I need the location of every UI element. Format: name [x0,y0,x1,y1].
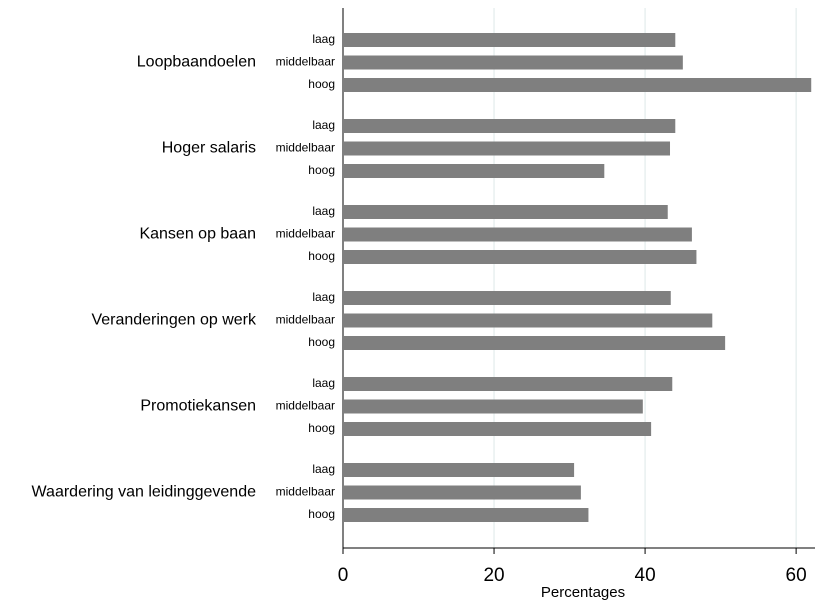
y-tick-label: hoog [308,421,335,435]
y-tick-label: middelbaar [276,227,335,241]
bar [343,33,676,47]
y-tick-label: hoog [308,335,335,349]
y-tick-label: laag [312,204,335,218]
bar [343,164,605,178]
bar [343,422,652,436]
bar [343,336,726,350]
bar [343,55,683,70]
group-label: Waardering van leidinggevende [32,484,257,501]
x-tick-label: 60 [786,565,807,586]
x-axis-label: Percentages [541,584,625,601]
y-tick-label: laag [312,376,335,390]
y-tick-label: laag [312,462,335,476]
y-tick-label: hoog [308,163,335,177]
group-label: Kansen op baan [139,226,256,243]
bar [343,119,676,133]
group-label: Veranderingen op werk [91,312,257,329]
bar [343,227,692,242]
y-tick-label: laag [312,32,335,46]
group-label: Hoger salaris [162,140,256,157]
y-tick-label: middelbaar [276,313,335,327]
bar [343,250,697,264]
y-tick-label: laag [312,118,335,132]
y-tick-label: middelbaar [276,399,335,413]
y-tick-label: middelbaar [276,141,335,155]
bar [343,463,575,477]
bar [343,399,643,414]
bar [343,78,812,92]
group-label: Promotiekansen [140,398,256,415]
x-tick-label: 0 [338,565,349,586]
y-tick-label: middelbaar [276,485,335,499]
y-tick-label: hoog [308,249,335,263]
bar [343,508,589,522]
x-tick-label: 20 [483,565,504,586]
group-label: Loopbaandoelen [137,54,256,71]
y-tick-label: hoog [308,77,335,91]
bar [343,205,668,219]
bar [343,141,671,156]
bar [343,291,671,305]
y-tick-label: laag [312,290,335,304]
y-tick-label: middelbaar [276,55,335,69]
bar [343,377,673,391]
bar [343,485,581,500]
x-tick-label: 40 [635,565,656,586]
bar [343,313,713,328]
y-tick-label: hoog [308,507,335,521]
